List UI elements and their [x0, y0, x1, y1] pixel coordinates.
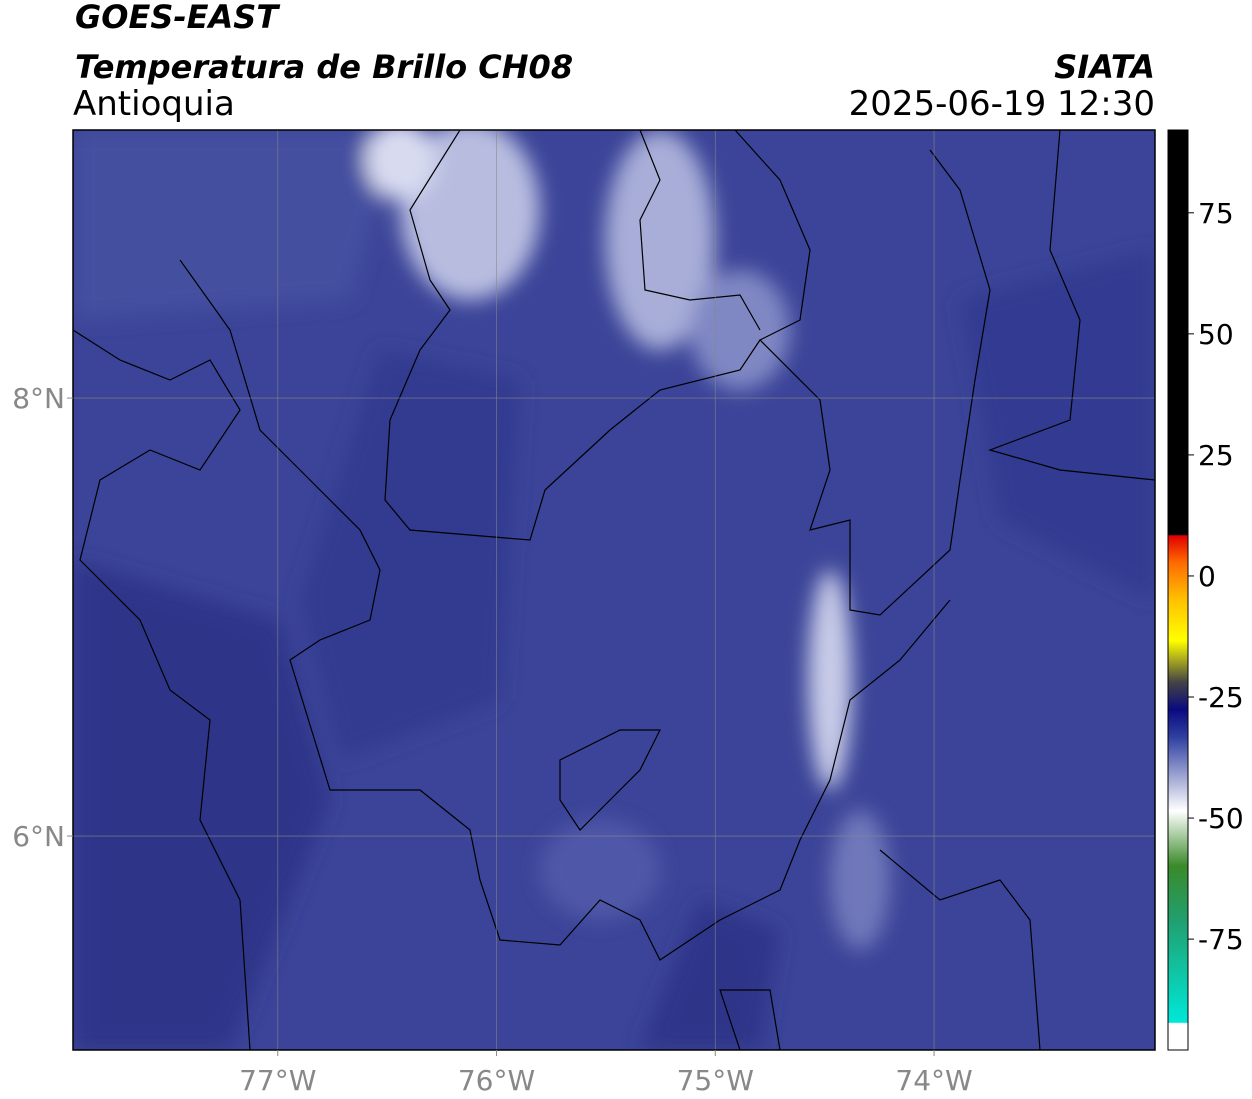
colorbar-tick-label: 0 [1198, 560, 1216, 593]
subtitle: Temperatura de Brillo CH08 [75, 48, 573, 86]
colorbar-tick-label: 50 [1198, 318, 1234, 351]
region: Antioquia [73, 84, 235, 124]
colorbar-tick-label: 25 [1198, 439, 1234, 472]
colorbar-tick-label: 75 [1198, 197, 1234, 230]
colorbar [1167, 129, 1189, 1051]
title: GOES-EAST [75, 0, 280, 36]
x-tick-label: 74°W [895, 1064, 972, 1097]
colorbar-tick-label: -75 [1198, 923, 1244, 956]
y-tick-label: 6°N [12, 820, 65, 853]
x-tick-label: 76°W [458, 1064, 535, 1097]
timestamp: 2025-06-19 12:30 [849, 84, 1155, 124]
x-tick-label: 77°W [239, 1064, 316, 1097]
source: SIATA [1054, 48, 1155, 86]
x-tick-label: 75°W [677, 1064, 754, 1097]
satellite-image [73, 130, 1155, 1050]
graticule [73, 130, 1155, 1050]
colorbar-tick-label: -25 [1198, 681, 1244, 714]
map-frame [72, 129, 1156, 1051]
colorbar-tick-label: -50 [1198, 802, 1244, 835]
y-tick-label: 8°N [12, 382, 65, 415]
